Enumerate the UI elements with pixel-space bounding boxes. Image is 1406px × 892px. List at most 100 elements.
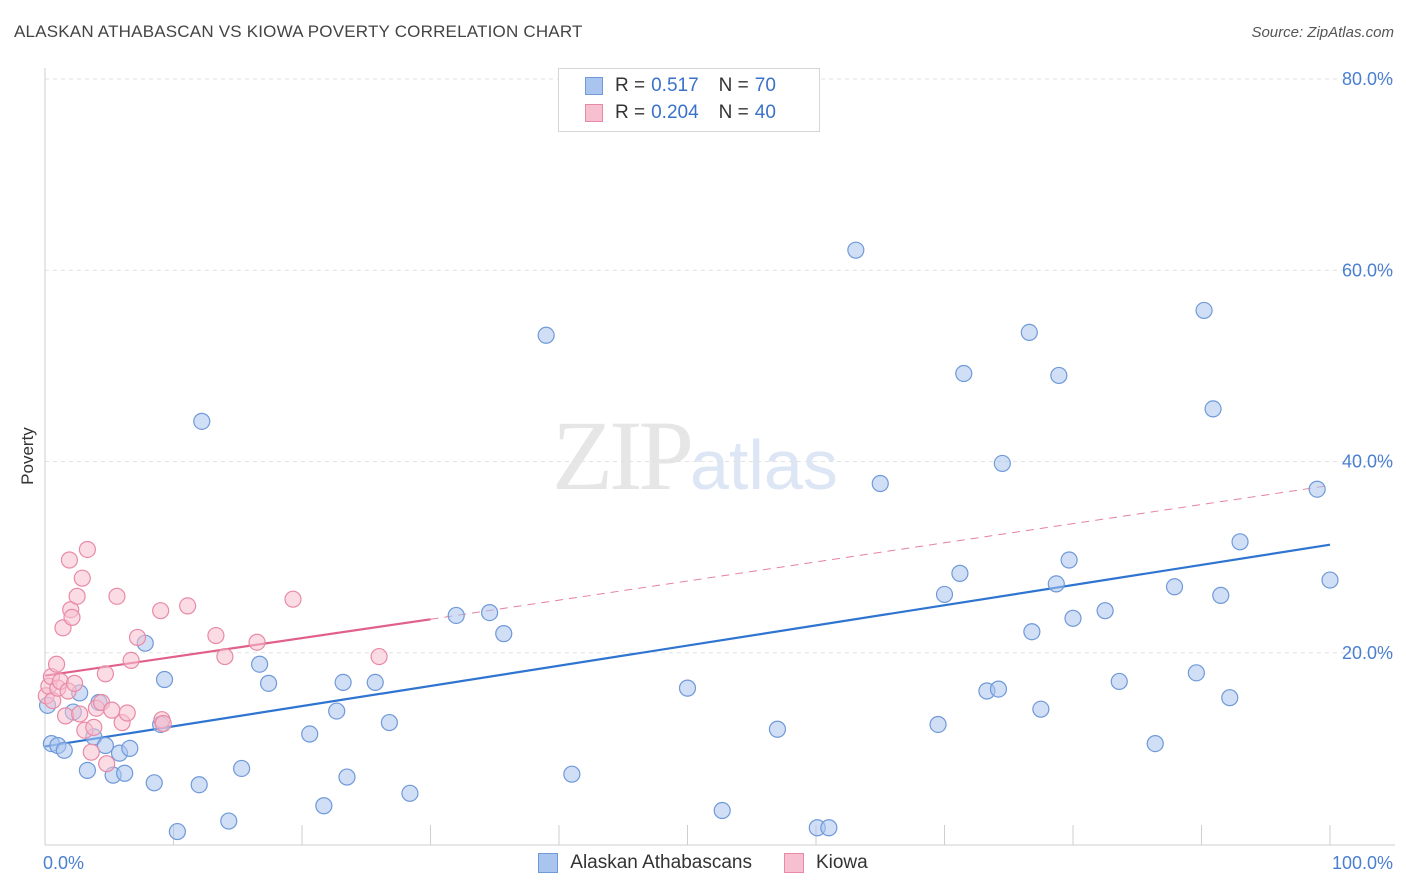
axis-labels: 20.0% 40.0% 60.0% 80.0% 0.0% 100.0% Poverty — [18, 69, 1393, 873]
point-kiowa — [207, 626, 225, 645]
point-kiowa — [65, 674, 84, 692]
point-athabascan — [768, 720, 787, 738]
point-athabascan — [1047, 575, 1065, 593]
point-athabascan — [78, 761, 97, 779]
data-points — [37, 241, 1339, 841]
point-athabascan — [401, 784, 419, 802]
legend-item-kiowa[interactable]: Kiowa — [783, 852, 868, 874]
point-kiowa — [68, 587, 86, 605]
point-athabascan — [1195, 301, 1213, 320]
point-athabascan — [929, 715, 947, 734]
point-athabascan — [1032, 700, 1050, 718]
legend-swatch-athabascan — [585, 77, 603, 95]
point-kiowa — [284, 590, 302, 608]
point-athabascan — [55, 741, 73, 759]
watermark-zip: ZIP — [552, 400, 694, 511]
point-athabascan — [1050, 366, 1068, 385]
point-athabascan — [250, 655, 269, 673]
y-tick-label: 20.0% — [1342, 643, 1393, 663]
point-athabascan — [328, 702, 346, 720]
point-kiowa — [98, 755, 116, 773]
legend-r-label: R = — [615, 102, 646, 123]
point-athabascan — [989, 680, 1008, 698]
point-athabascan — [1060, 551, 1078, 569]
legend-n-label: N = — [718, 102, 749, 123]
point-athabascan — [871, 474, 889, 493]
y-tick-label: 80.0% — [1342, 69, 1393, 89]
x-tick-label-max: 100.0% — [1332, 853, 1393, 873]
point-athabascan — [301, 725, 319, 743]
point-athabascan — [537, 326, 555, 344]
point-kiowa — [78, 540, 97, 559]
legend-row-athabascan: R = 0.517 N = 70 — [585, 74, 776, 98]
point-athabascan — [935, 585, 954, 604]
point-kiowa — [248, 633, 266, 651]
legend-label-athabascans: Alaskan Athabascans — [570, 852, 752, 873]
point-athabascan — [678, 679, 697, 697]
point-athabascan — [1096, 602, 1114, 620]
legend-row-kiowa: R = 0.204 N = 40 — [585, 101, 776, 125]
trend-lines — [44, 484, 1331, 748]
point-athabascan — [713, 801, 731, 820]
point-athabascan — [847, 241, 865, 259]
legend-label-kiowa: Kiowa — [815, 852, 868, 873]
point-athabascan — [1020, 323, 1038, 342]
legend-item-athabascans[interactable]: Alaskan Athabascans — [538, 852, 752, 874]
point-athabascan — [1110, 672, 1128, 691]
point-kiowa — [71, 705, 89, 723]
point-athabascan — [168, 822, 186, 841]
legend-n-label: N = — [718, 75, 749, 96]
legend-n-value: 70 — [754, 75, 776, 96]
point-kiowa — [60, 551, 79, 569]
point-athabascan — [1204, 400, 1222, 418]
y-tick-label: 40.0% — [1342, 452, 1393, 472]
legend-n-value: 40 — [754, 102, 776, 123]
source-label: Source: ZipAtlas.com — [1251, 24, 1394, 41]
watermark-atlas: atlas — [690, 426, 838, 504]
legend-r-value: 0.517 — [651, 75, 699, 96]
point-athabascan — [563, 765, 581, 783]
point-athabascan — [1308, 480, 1326, 498]
point-kiowa — [152, 602, 170, 620]
point-athabascan — [259, 674, 278, 692]
zipatlas-watermark: ZIPatlas — [552, 398, 838, 513]
point-athabascan — [1023, 623, 1041, 641]
legend-swatch-kiowa — [585, 104, 603, 122]
point-athabascan — [220, 812, 238, 830]
point-kiowa — [47, 655, 66, 673]
trend-line-kiowa-extension — [430, 484, 1331, 620]
point-athabascan — [380, 713, 398, 732]
point-athabascan — [955, 364, 973, 383]
point-kiowa — [82, 743, 100, 761]
point-kiowa — [96, 665, 114, 683]
point-kiowa — [56, 707, 75, 725]
point-athabascan — [1165, 578, 1184, 596]
point-athabascan — [951, 564, 969, 582]
chart-title: ALASKAN ATHABASCAN VS KIOWA POVERTY CORR… — [14, 22, 583, 41]
point-kiowa — [118, 704, 136, 722]
point-athabascan — [338, 768, 356, 786]
series-legend: Alaskan Athabascans Kiowa — [0, 852, 1406, 874]
point-kiowa — [154, 714, 172, 733]
point-kiowa — [370, 647, 388, 666]
point-athabascan — [1187, 664, 1205, 682]
point-kiowa — [128, 628, 147, 647]
point-athabascan — [190, 776, 208, 794]
point-athabascan — [447, 606, 465, 625]
point-athabascan — [145, 774, 163, 792]
legend-swatch-kiowa — [783, 853, 804, 873]
point-athabascan — [334, 673, 352, 691]
point-athabascan — [495, 625, 513, 643]
stats-legend: R = 0.517 N = 70 R = 0.204 N = 40 — [558, 68, 820, 132]
trend-line-athabascan — [44, 543, 1331, 748]
point-kiowa — [122, 651, 140, 670]
point-athabascan — [1221, 689, 1239, 707]
point-kiowa — [108, 587, 126, 605]
point-athabascan — [1064, 609, 1082, 627]
point-kiowa — [179, 597, 197, 615]
axes — [44, 68, 1395, 846]
point-athabascan — [1212, 586, 1230, 604]
y-tick-label: 60.0% — [1342, 260, 1393, 280]
y-axis-label: Poverty — [18, 427, 37, 485]
